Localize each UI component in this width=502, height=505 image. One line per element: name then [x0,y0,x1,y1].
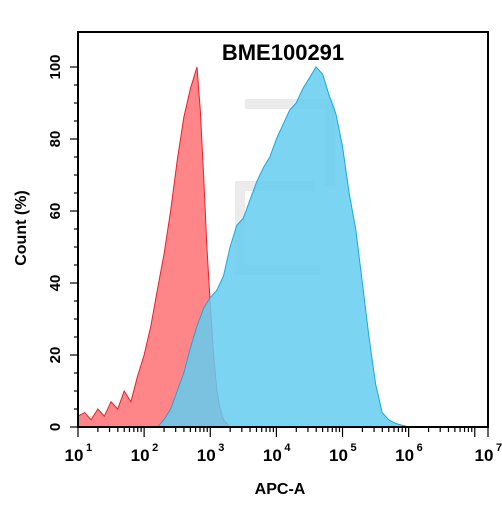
x-tick-exponent: 5 [351,442,357,454]
x-tick-exponent: 2 [152,442,158,454]
x-tick-label: 10 [395,446,414,465]
y-tick-label: 80 [47,131,64,148]
y-tick-label: 100 [47,54,64,79]
x-tick-label: 10 [65,446,84,465]
x-tick-exponent: 7.2 [496,442,502,454]
y-tick-label: 40 [47,275,64,292]
x-tick-label: 10 [131,446,150,465]
x-tick-label: 10 [197,446,216,465]
histogram-series-2 [156,66,409,428]
y-tick-label: 20 [47,347,64,364]
x-tick-exponent: 6 [417,442,423,454]
y-axis-label: Count (%) [13,190,30,266]
x-tick-label: 10 [329,446,348,465]
x-tick-label: 10 [475,446,494,465]
y-tick-label: 60 [47,203,64,220]
y-tick-label: 0 [47,423,64,431]
x-tick-label: 10 [263,446,282,465]
x-tick-exponent: 3 [218,442,224,454]
x-tick-exponent: 4 [284,442,291,454]
x-axis-label: APC-A [255,481,306,498]
chart-title: BME100291 [222,40,344,65]
plot-area [77,66,409,428]
x-tick-exponent: 1 [86,442,92,454]
y-axis-ticks: 0 20 40 60 80 100 [47,54,78,431]
